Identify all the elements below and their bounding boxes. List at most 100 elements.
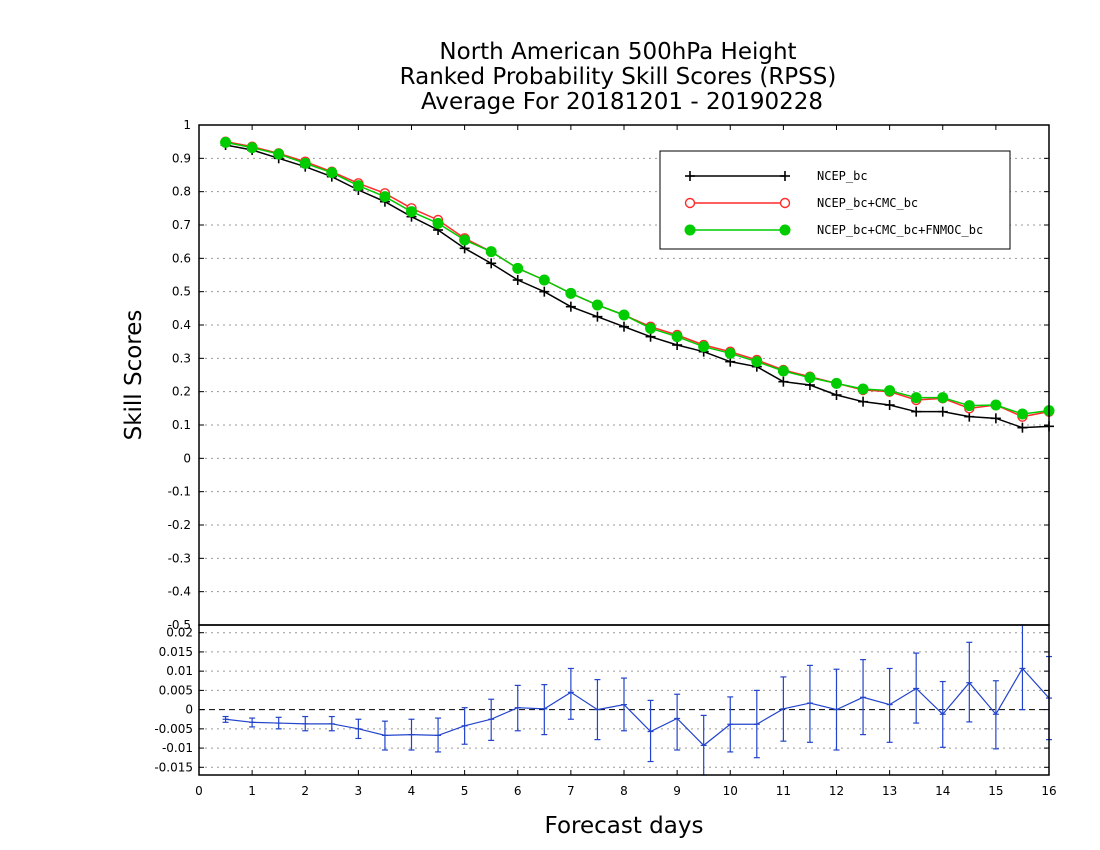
data-point [539,286,550,297]
legend-marker [779,197,791,209]
error-bar [302,715,309,732]
error-bar [514,684,521,732]
data-point [565,301,576,312]
error-bar [621,677,627,732]
data-point [1016,408,1028,420]
error-bar [727,696,734,753]
x-tick-label: 14 [935,784,950,798]
data-point [884,385,896,397]
data-point [273,148,285,160]
skill-score-series [220,136,1055,433]
x-tick-label: 4 [408,784,416,798]
error-bar [275,716,282,730]
difference-y-ticks: 0.02 0.015 0.01 0.005 0 -0.005 -0.01 -0.015 [154,626,1049,774]
data-point [486,258,497,269]
data-point [379,191,391,203]
error-bar [647,699,654,763]
data-point [990,413,1001,424]
y-tick-label: -0.4 [168,585,191,599]
error-bar [700,714,707,776]
x-tick-label: 6 [514,784,522,798]
data-point [565,287,577,299]
y-tick-label: -0.3 [168,551,191,565]
difference-line [225,667,1050,747]
data-point [220,136,232,148]
legend-label: NCEP_bc+CMC_bc [817,196,918,210]
y-tick-label: -0.5 [168,618,191,632]
data-point [804,372,816,384]
legend-marker [684,197,696,209]
data-point [432,217,444,229]
data-point [406,206,417,218]
y-tick-label: 0.3 [172,351,191,365]
legend-label: NCEP_bc+CMC_bc+FNMOC_bc [817,223,983,237]
y-tick-label: 0.1 [172,418,191,432]
x-tick-label: 2 [301,784,309,798]
skill-score-y-ticks: 1 0.9 0.8 0.7 0.6 0.5 0.4 0.3 0.2 0.1 0 -0.1 -0.2 -0.… [168,118,1049,632]
data-point [538,274,550,286]
chart-title-line-2: Ranked Probability Skill Scores (RPSS) [400,64,837,90]
x-tick-label: 12 [829,784,844,798]
error-bar [1019,624,1026,711]
series-2 [220,136,1055,420]
y-tick-label: -0.01 [162,741,193,755]
skill-score-panel: 1 0.9 0.8 0.7 0.6 0.5 0.4 0.3 0.2 0.1 0 -0.1 -0.2 -0.… [121,118,1055,632]
error-bar [833,668,840,751]
data-point [592,311,603,322]
error-bar [886,667,893,743]
data-point [671,331,683,343]
error-bar [780,676,787,742]
y-tick-label: -0.1 [168,485,191,499]
y-tick-label: -0.015 [154,760,193,774]
legend-marker [779,224,791,236]
data-point [1017,422,1028,433]
data-point [698,341,710,353]
error-bar [567,667,574,720]
error-bar [992,680,999,750]
x-tick-label: 1 [248,784,256,798]
data-point [911,406,922,417]
error-bar [594,679,601,741]
data-point [299,157,311,169]
data-point [777,365,789,377]
x-tick-label: 16 [1041,784,1056,798]
error-bar [939,680,946,748]
y-tick-label: 0 [185,703,193,717]
x-tick-label: 11 [776,784,791,798]
series-line [225,144,1050,429]
error-bar [913,652,920,724]
error-bar [461,707,468,745]
data-point [724,347,736,359]
y-tick-label: 0.02 [166,626,193,640]
data-point [751,356,763,368]
data-point [619,321,629,332]
legend-box [659,150,1011,250]
error-bar [966,641,973,723]
y-tick-label: -0.2 [168,518,191,532]
y-tick-label: 0.7 [172,218,191,232]
data-point [645,322,657,334]
data-point [831,377,842,389]
x-tick-label: 9 [673,784,681,798]
y-tick-label: 0.4 [172,318,191,332]
x-tick-label: 3 [355,784,363,798]
data-point [831,390,842,400]
error-bar [541,684,548,736]
data-point [990,399,1002,411]
data-point [512,262,524,274]
error-bar [408,718,415,751]
data-point [591,299,603,311]
x-axis-ticks: 0 1 2 3 4 5 6 7 8 9 10 11 12 13 14 15 16 [195,125,1057,798]
x-tick-label: 10 [723,784,738,798]
error-bar [328,715,335,732]
error-bar [488,698,495,741]
legend-marker [780,171,790,181]
data-point [246,142,258,154]
legend-item: NCEP_bc [685,169,868,183]
data-point [937,406,948,417]
y-tick-label: 0.6 [172,251,191,265]
y-tick-label: 0.9 [172,151,191,165]
legend: NCEP_bc NCEP_bc+CMC_bc NCEP_bc+CMC_bc+FNMO… [659,150,1011,250]
error-bar [753,689,760,759]
